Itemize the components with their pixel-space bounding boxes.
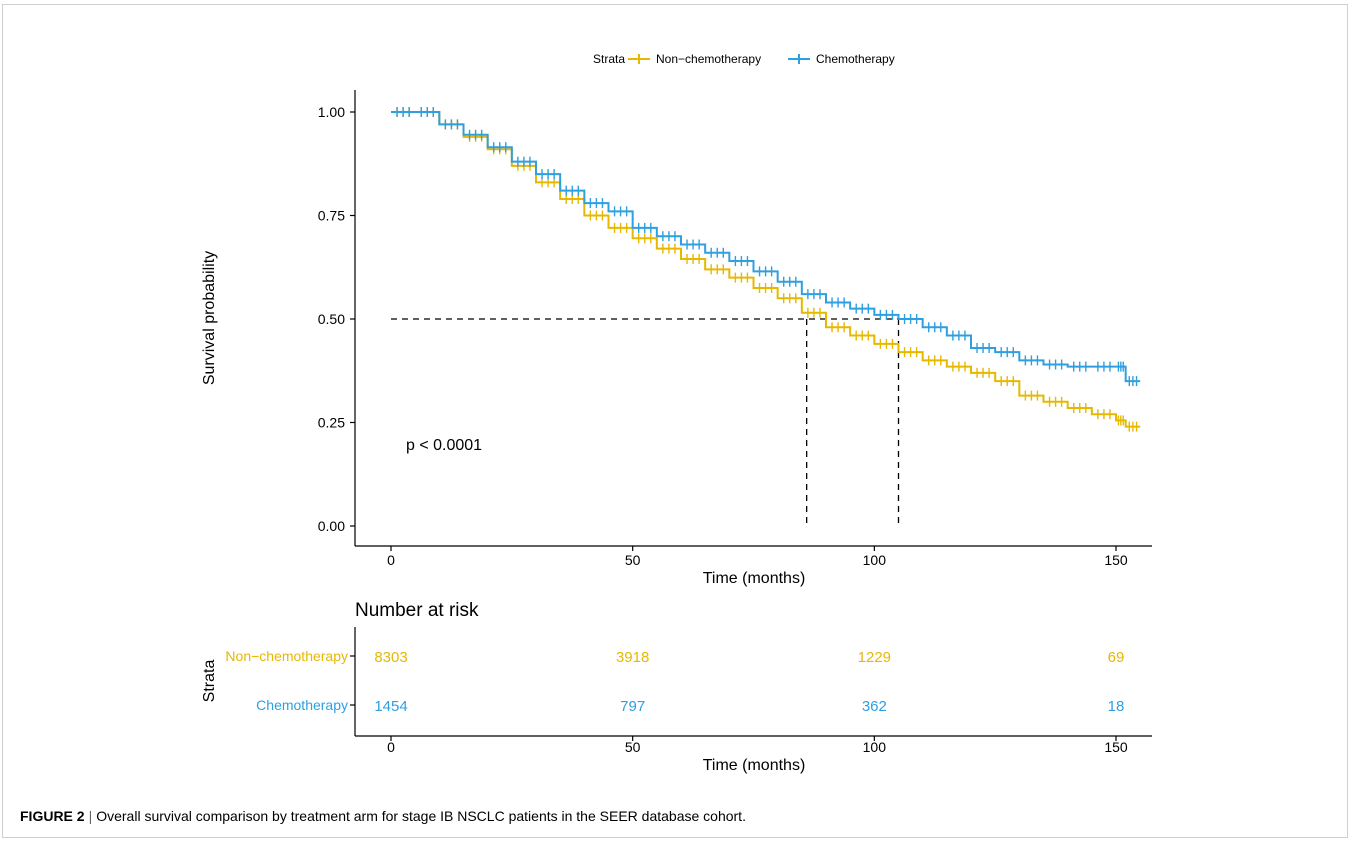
risk-table-strata-label: Strata [201, 660, 218, 703]
x-tick-label: 50 [625, 739, 641, 755]
median-survival-lines [391, 318, 900, 526]
risk-table-title: Number at risk [355, 600, 479, 621]
curve-chemotherapy [391, 111, 1141, 383]
x-tick-label: 100 [863, 552, 887, 568]
censor-marks-chemotherapy [396, 107, 1138, 387]
risk-count: 797 [620, 698, 645, 715]
y-tick-label: 0.50 [318, 311, 345, 327]
x-tick-label: 100 [863, 739, 887, 755]
risk-count: 3918 [616, 649, 649, 666]
x-tick-label: 0 [387, 552, 395, 568]
x-tick-label: 50 [625, 552, 641, 568]
risk-count: 18 [1108, 698, 1125, 715]
p-value-annotation: p < 0.0001 [406, 437, 482, 454]
legend-key-non-chemotherapy [628, 54, 650, 64]
risk-count: 362 [862, 698, 887, 715]
legend-title: Strata [593, 52, 625, 66]
y-tick-label: 0.25 [318, 415, 345, 431]
survival-curves [391, 107, 1141, 432]
x-ticks: 0 50 100 150 [387, 546, 1128, 568]
legend-key-chemotherapy [788, 54, 810, 64]
risk-row-label: Non−chemotherapy [225, 648, 348, 664]
caption-separator: | [88, 808, 93, 824]
risk-x-ticks: 0 50 100 150 [387, 736, 1128, 755]
risk-count: 1229 [858, 649, 891, 666]
x-tick-label: 150 [1104, 739, 1128, 755]
risk-count: 8303 [374, 649, 407, 666]
risk-x-axis-label: Time (months) [703, 757, 806, 774]
caption-text: Overall survival comparison by treatment… [96, 808, 746, 824]
y-axis-label: Survival probability [201, 251, 218, 385]
x-tick-label: 150 [1104, 552, 1128, 568]
risk-table-rows: Non−chemotherapy 8303 3918 1229 69 Chemothera… [225, 648, 1124, 715]
legend-label-non-chemotherapy: Non−chemotherapy [656, 52, 761, 66]
censor-marks-non-chemotherapy [396, 107, 1138, 432]
y-ticks: 0.00 0.25 0.50 0.75 1.00 [318, 104, 355, 534]
risk-count: 69 [1108, 649, 1125, 666]
x-axis-label: Time (months) [703, 570, 806, 587]
caption-label: FIGURE 2 [20, 808, 85, 824]
figure-frame [2, 4, 1348, 838]
y-tick-label: 0.00 [318, 518, 345, 534]
y-tick-label: 0.75 [318, 208, 345, 224]
legend-label-chemotherapy: Chemotherapy [816, 52, 895, 66]
figure-caption: FIGURE 2 | Overall survival comparison by … [20, 808, 746, 824]
y-tick-label: 1.00 [318, 104, 345, 120]
risk-table-axes [354, 627, 1152, 737]
risk-row-label: Chemotherapy [256, 697, 348, 713]
risk-count: 1454 [374, 698, 407, 715]
x-tick-label: 0 [387, 739, 395, 755]
plot-axes [354, 90, 1152, 547]
legend: Strata Non−chemotherapy Chemotherapy [593, 52, 895, 66]
